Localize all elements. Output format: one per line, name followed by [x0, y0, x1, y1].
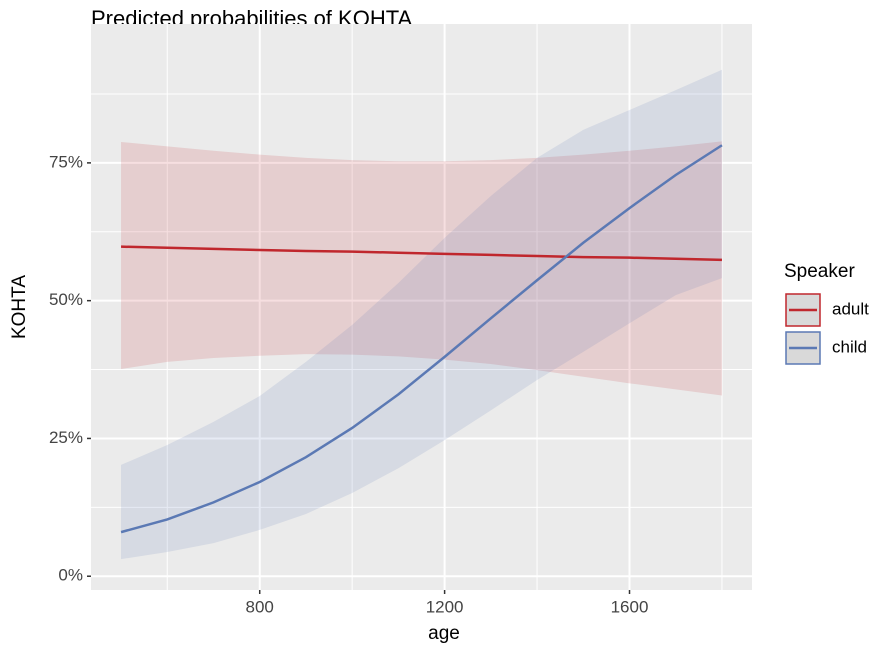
x-tick-label: 800 — [246, 597, 274, 616]
x-tick-label: 1600 — [611, 597, 649, 616]
confidence-band — [121, 69, 722, 560]
x-axis-title: age — [428, 623, 460, 644]
line — [120, 144, 723, 534]
y-tick-label: 0% — [58, 566, 83, 585]
y-tick-label: 25% — [49, 428, 83, 447]
legend-title: Speaker — [784, 261, 855, 282]
y-axis-title: KOHTA — [9, 275, 30, 339]
legend-label: adult — [832, 299, 869, 318]
confidence-band — [121, 141, 722, 396]
legend-label: child — [832, 337, 867, 356]
y-tick-label: 75% — [49, 152, 83, 171]
line — [121, 245, 722, 262]
x-tick-label: 1200 — [426, 597, 464, 616]
y-tick-label: 50% — [49, 290, 83, 309]
panel — [91, 24, 752, 590]
